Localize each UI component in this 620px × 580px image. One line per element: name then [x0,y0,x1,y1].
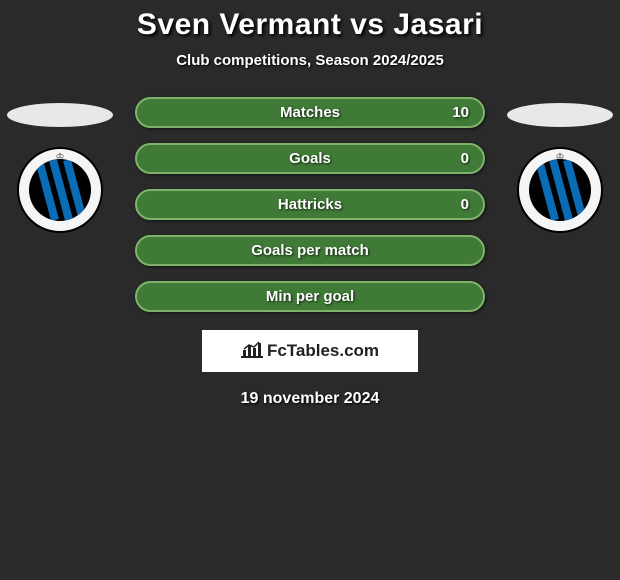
stat-label: Min per goal [266,288,354,305]
stat-value: 0 [461,150,469,167]
competition-subtitle: Club competitions, Season 2024/2025 [0,52,620,69]
stat-label: Goals [289,150,331,167]
stat-value: 10 [452,104,469,121]
stats-column: Matches 10 Goals 0 Hattricks 0 Goals per match… [135,97,485,312]
right-club-badge: ♔ [517,147,603,233]
left-club-badge: ♔ [17,147,103,233]
stat-bar: Goals per match [135,235,485,266]
club-inner [529,159,591,221]
stat-label: Goals per match [251,242,369,259]
player-right-column: ♔ [500,97,620,233]
stat-bar: Goals 0 [135,143,485,174]
chart-icon [241,340,263,363]
stat-label: Hattricks [278,196,342,213]
stat-bar: Matches 10 [135,97,485,128]
player-left-column: ♔ [0,97,120,233]
fctables-logo: FcTables.com [202,330,418,372]
stat-bar: Min per goal [135,281,485,312]
stat-label: Matches [280,104,340,121]
club-inner [29,159,91,221]
player-left-avatar [7,103,113,127]
player-right-avatar [507,103,613,127]
stat-value: 0 [461,196,469,213]
comparison-title: Sven Vermant vs Jasari [0,8,620,42]
snapshot-date: 19 november 2024 [0,390,620,408]
logo-text: FcTables.com [267,341,379,361]
comparison-body: ♔ Matches 10 Goals 0 Hattricks 0 Goals per mat… [0,97,620,312]
stat-bar: Hattricks 0 [135,189,485,220]
